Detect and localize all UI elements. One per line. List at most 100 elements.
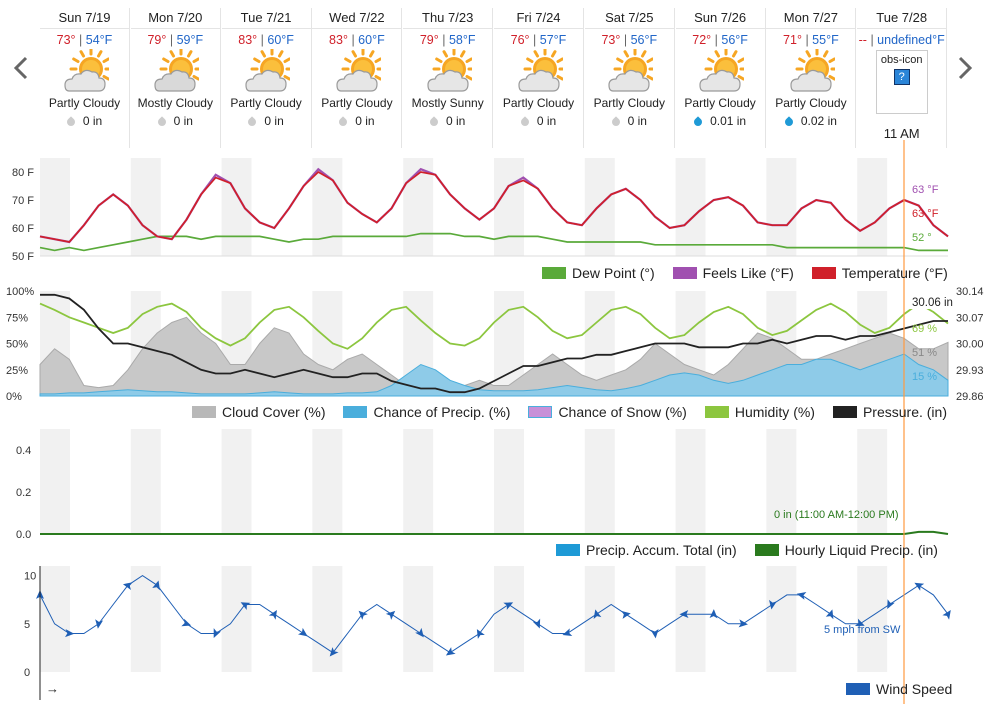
day-precip: 0 in bbox=[494, 114, 583, 128]
high-temp: 73° bbox=[601, 33, 621, 47]
low-temp: 56°F bbox=[630, 33, 658, 47]
day-column-8[interactable]: Mon 7/27 71° | 55°F Partly Cloudy 0.02 in bbox=[766, 8, 857, 148]
wind-arrow-icon bbox=[95, 619, 104, 629]
y-tick-label: 50 F bbox=[12, 251, 34, 263]
legend-label-pressure: Pressure. (in) bbox=[862, 404, 947, 420]
day-column-6[interactable]: Sat 7/25 73° | 56°F Partly Cloudy 0 in bbox=[584, 8, 675, 148]
y-tick-label: 0.4 bbox=[16, 445, 31, 457]
chevron-right-icon bbox=[958, 56, 973, 80]
legend-label-dew: Dew Point (°) bbox=[572, 265, 655, 281]
precip-amount: 0.02 in bbox=[800, 114, 837, 128]
series-line-2 bbox=[39, 170, 949, 243]
day-column-7[interactable]: Sun 7/26 72° | 56°F Partly Cloudy 0.01 in bbox=[675, 8, 766, 148]
night-band bbox=[221, 291, 252, 396]
day-column-9[interactable]: Tue 7/28 -- | undefined°F obs-icon? 11 AM bbox=[857, 8, 948, 148]
partly-cloudy-icon bbox=[517, 49, 563, 92]
legend-swatch-cloud bbox=[192, 406, 216, 418]
night-band bbox=[584, 429, 615, 534]
day-condition: Mostly Sunny bbox=[411, 96, 484, 110]
y-tick-label: 25% bbox=[6, 365, 28, 377]
precip-amount: 0.01 in bbox=[710, 114, 747, 128]
y-tick-label: 10 bbox=[24, 571, 36, 583]
day-column-4[interactable]: Thu 7/23 79° | 58°F Mostly Sunny 0 in bbox=[403, 8, 494, 148]
legend-swatch-temp bbox=[811, 267, 836, 279]
night-band bbox=[675, 429, 706, 534]
prev-arrow-button[interactable] bbox=[6, 48, 36, 88]
night-band bbox=[494, 291, 524, 396]
night-band bbox=[494, 566, 524, 672]
day-name: Fri 7/24 bbox=[494, 8, 583, 29]
legend-label-precip: Chance of Precip. (%) bbox=[373, 404, 511, 420]
y-tick-label: 75% bbox=[6, 312, 28, 324]
night-band bbox=[40, 158, 70, 256]
day-column-1[interactable]: Mon 7/20 79° | 59°F Mostly Cloudy 0 in bbox=[130, 8, 221, 148]
legend-label-liquid: Hourly Liquid Precip. (in) bbox=[784, 542, 938, 558]
night-band bbox=[675, 566, 706, 672]
legend-swatch-wind bbox=[846, 683, 870, 695]
end-label-precip: 15 % bbox=[912, 371, 937, 383]
precip-amount: 0 in bbox=[173, 114, 193, 128]
legend-swatch-precip bbox=[343, 406, 368, 418]
wind-arrow-icon bbox=[709, 609, 718, 619]
day-condition: Partly Cloudy bbox=[321, 96, 393, 110]
day-precip: 0 in bbox=[403, 114, 492, 128]
night-band bbox=[40, 291, 70, 396]
legend-swatch-dew bbox=[542, 267, 566, 279]
raindrop-icon bbox=[65, 116, 77, 128]
low-temp: 57°F bbox=[539, 33, 567, 47]
day-temps: 73° | 56°F bbox=[601, 33, 658, 47]
wind-arrow-icon bbox=[445, 647, 456, 656]
day-condition: Partly Cloudy bbox=[230, 96, 302, 110]
end-label-cloud: 51 % bbox=[912, 347, 937, 359]
next-arrow-button[interactable] bbox=[950, 48, 980, 88]
legend-humidity: Cloud Cover (%) Chance of Precip. (%) Ch… bbox=[192, 404, 947, 420]
night-band bbox=[766, 158, 797, 256]
day-condition: Partly Cloudy bbox=[502, 96, 575, 110]
low-temp: 59°F bbox=[176, 33, 204, 47]
humidity-line bbox=[39, 302, 949, 350]
cloud-area bbox=[39, 316, 949, 397]
wind-arrow-icon bbox=[887, 599, 895, 610]
low-temp: undefined°F bbox=[877, 33, 945, 47]
wind-arrow-icon bbox=[385, 610, 396, 620]
high-temp: 71° bbox=[783, 33, 802, 47]
wind-arrow-icon bbox=[914, 582, 925, 591]
legend-swatch-snow bbox=[528, 406, 553, 418]
night-band bbox=[675, 158, 706, 256]
day-name: Mon 7/20 bbox=[130, 8, 220, 29]
legend-swatch-humidity bbox=[704, 406, 729, 418]
day-column-3[interactable]: Wed 7/22 83° | 60°F Partly Cloudy 0 in bbox=[312, 8, 403, 148]
day-name: Sun 7/19 bbox=[40, 8, 129, 29]
night-band bbox=[403, 291, 434, 396]
y-tick-label: 60 F bbox=[12, 223, 34, 235]
wind-arrow-icon bbox=[769, 599, 777, 610]
night-band bbox=[675, 291, 706, 396]
day-column-5[interactable]: Fri 7/24 76° | 57°F Partly Cloudy 0 in bbox=[494, 8, 584, 148]
night-band bbox=[130, 158, 161, 256]
help-icon: ? bbox=[893, 69, 910, 85]
wind-arrow-icon bbox=[65, 629, 75, 638]
pressure-line bbox=[40, 293, 948, 394]
high-temp: 76° bbox=[510, 33, 530, 47]
obs-icon-text: obs-icon bbox=[880, 54, 923, 66]
wind-annotation: 5 mph from SW bbox=[824, 624, 901, 636]
day-precip: 0 in bbox=[131, 114, 220, 128]
night-band bbox=[584, 291, 615, 396]
y2-tick-label: 29.93 bbox=[956, 365, 984, 377]
night-band bbox=[403, 158, 434, 256]
legend-swatch-pressure bbox=[832, 406, 857, 418]
day-column-0[interactable]: Sun 7/19 73° | 54°F Partly Cloudy 0 in bbox=[40, 8, 130, 148]
y-tick-label: 5 bbox=[24, 619, 30, 631]
day-name: Thu 7/23 bbox=[403, 8, 493, 29]
day-precip: 0 in bbox=[222, 114, 311, 128]
y-tick-label: 70 F bbox=[12, 195, 34, 207]
mostly-sunny-icon bbox=[427, 49, 472, 92]
high-temp: -- bbox=[858, 33, 867, 47]
day-column-2[interactable]: Tue 7/21 83° | 60°F Partly Cloudy 0 in bbox=[221, 8, 312, 148]
legend-swatch-liquid bbox=[754, 544, 779, 556]
day-temps: 79° | 59°F bbox=[147, 33, 204, 47]
legend-label-feels: Feels Like (°F) bbox=[702, 265, 794, 281]
wind-arrow-icon bbox=[621, 610, 631, 619]
wind-arrow-icon bbox=[268, 609, 277, 620]
day-temps: -- | undefined°F bbox=[858, 33, 945, 47]
